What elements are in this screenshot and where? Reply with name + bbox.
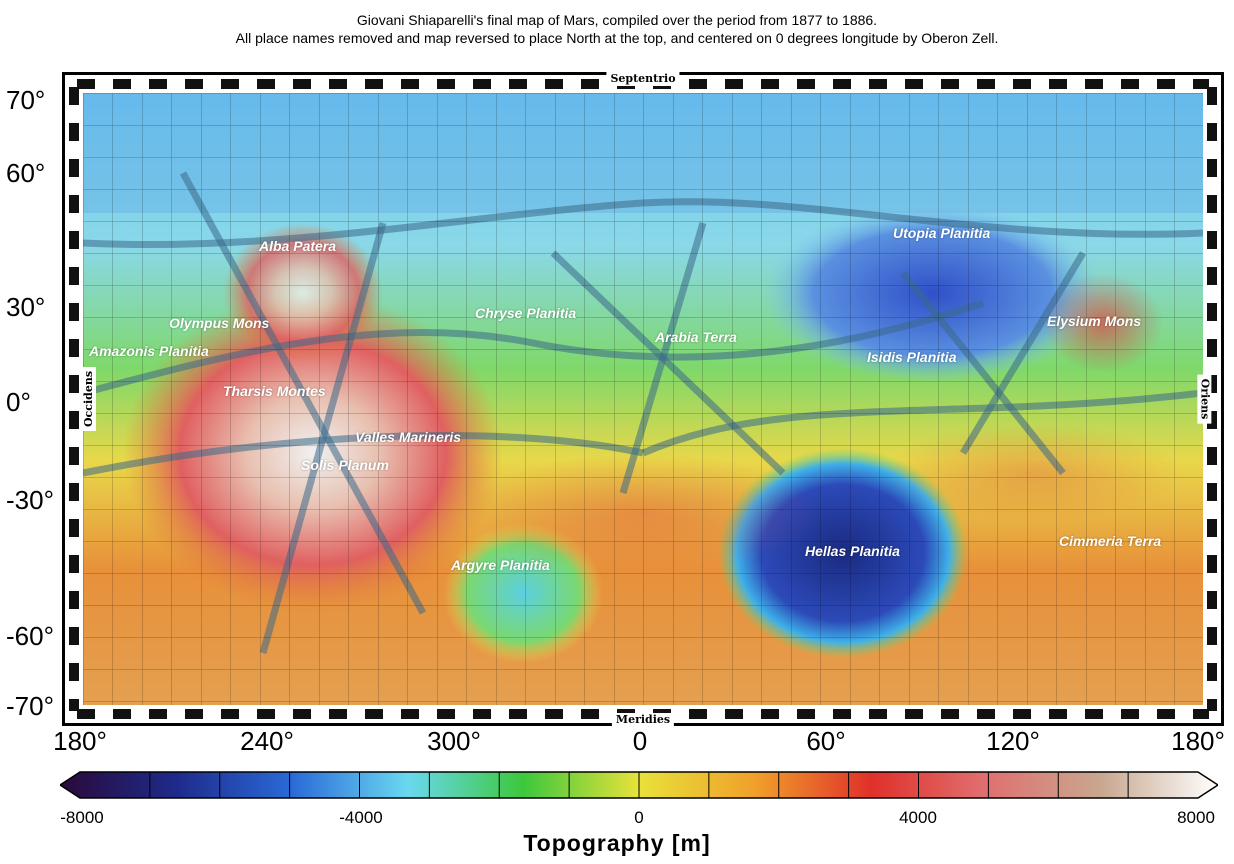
region-label: Argyre Planitia — [451, 557, 550, 573]
lat-label-m60: -60° — [6, 621, 54, 651]
direction-east-label: Oriens — [1197, 374, 1212, 424]
lon-label-180-left: 180° — [53, 726, 107, 756]
title-line-1: Giovani Shiaparelli's final map of Mars,… — [356, 12, 878, 28]
topographic-map: Alba Patera Olympus Mons Amazonis Planit… — [83, 93, 1203, 705]
region-label: Chryse Planitia — [475, 305, 577, 321]
lat-label-0: 0° — [6, 387, 31, 417]
direction-north-label: Septentrio — [606, 72, 680, 86]
title-line-2: All place names removed and map reversed… — [235, 30, 999, 46]
lon-label-300: 300° — [427, 726, 481, 756]
mars-topography-image — [83, 93, 1203, 705]
colorbar-tick: -4000 — [339, 808, 383, 827]
region-label: Utopia Planitia — [893, 225, 991, 241]
map-frame: Alba Patera Olympus Mons Amazonis Planit… — [62, 72, 1224, 727]
lat-label-60: 60° — [6, 158, 46, 188]
region-label: Elysium Mons — [1047, 313, 1142, 329]
region-label: Cimmeria Terra — [1059, 533, 1162, 549]
lon-label-180-right: 180° — [1171, 726, 1225, 756]
lat-label-m70: -70° — [6, 691, 54, 721]
region-label: Hellas Planitia — [805, 543, 900, 559]
left-graduation-strip — [69, 87, 79, 711]
map-title: Giovani Shiaparelli's final map of Mars,… — [0, 11, 1234, 47]
colorbar-title: Topography [m] — [523, 830, 711, 856]
colorbar-tick: -8000 — [60, 808, 104, 827]
lon-label-0: 0 — [632, 726, 648, 756]
region-label: Valles Marineris — [355, 429, 462, 445]
lat-label-70: 70° — [6, 85, 46, 115]
lat-label-30: 30° — [6, 292, 46, 322]
region-label: Amazonis Planitia — [89, 343, 209, 359]
region-label: Arabia Terra — [655, 329, 737, 345]
region-label: Isidis Planitia — [867, 349, 957, 365]
lon-label-120: 120° — [986, 726, 1040, 756]
topography-colorbar — [60, 771, 1218, 799]
colorbar-tick: 0 — [634, 808, 644, 827]
lon-label-240: 240° — [240, 726, 294, 756]
lat-label-m30: -30° — [6, 485, 54, 515]
colorbar-tick: 4000 — [899, 808, 937, 827]
region-label: Alba Patera — [259, 238, 337, 254]
lon-label-60: 60° — [806, 726, 846, 756]
direction-west-label: Occidens — [82, 366, 97, 432]
colorbar-tick: 8000 — [1177, 808, 1215, 827]
region-label: Tharsis Montes — [223, 383, 326, 399]
right-graduation-strip — [1207, 87, 1217, 711]
direction-south-label: Meridies — [611, 713, 675, 727]
region-label: Olympus Mons — [169, 315, 270, 331]
region-label: Solis Planum — [301, 457, 389, 473]
